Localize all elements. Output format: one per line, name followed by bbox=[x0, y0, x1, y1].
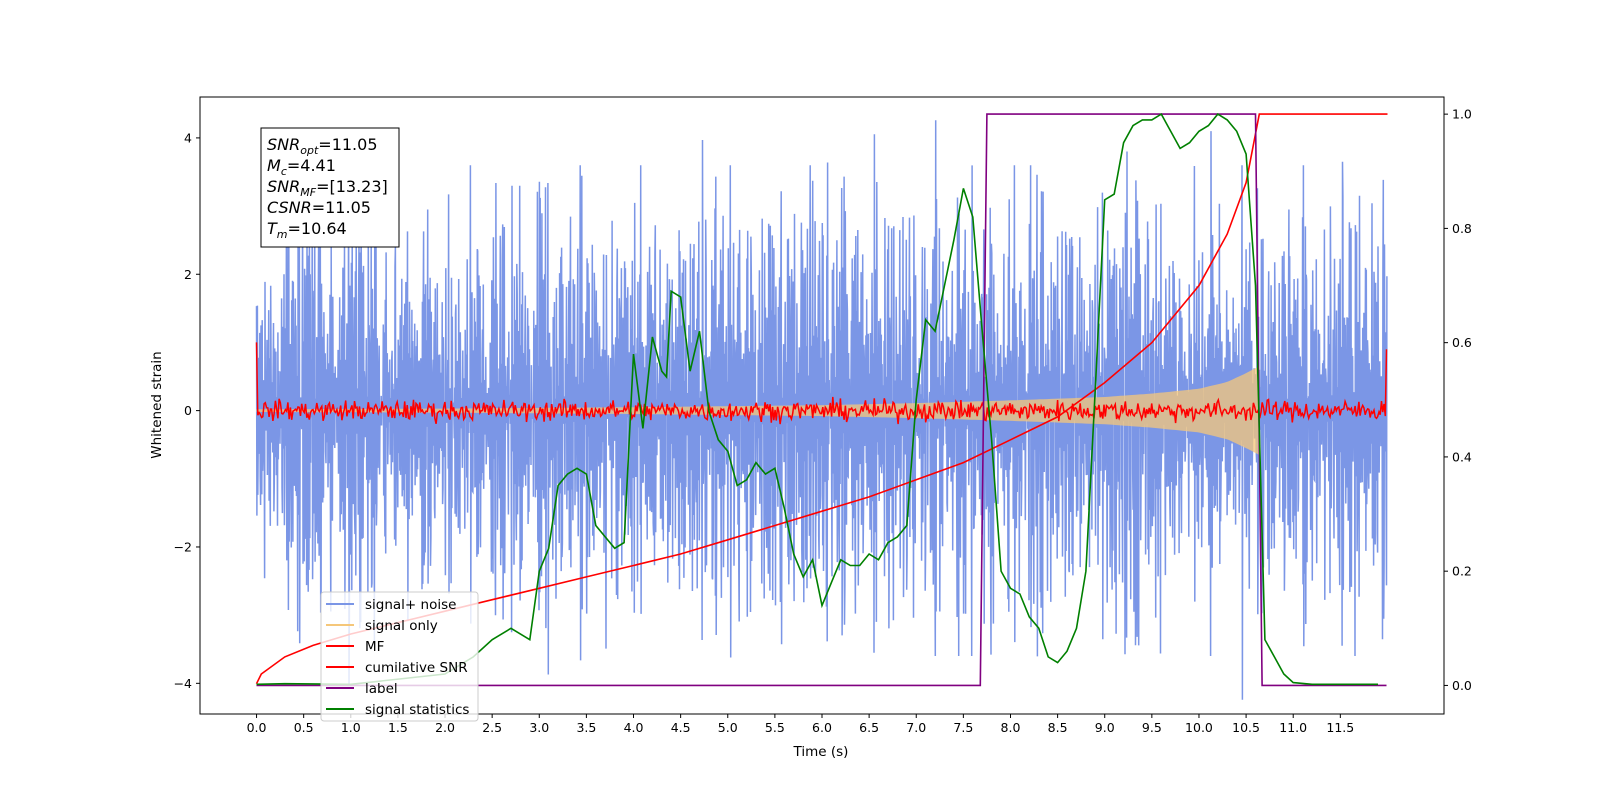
y-tick-label: 2 bbox=[184, 267, 192, 282]
x-tick-label: 7.0 bbox=[906, 720, 926, 735]
legend: signal+ noise signal only MF cumilative SNR… bbox=[320, 591, 479, 722]
legend-entry-label: signal+ noise bbox=[365, 597, 456, 613]
x-tick-label: 11.0 bbox=[1279, 720, 1307, 735]
annotation-line: SNRopt=11.05 bbox=[267, 135, 378, 157]
y-tick-label: −2 bbox=[174, 539, 192, 554]
y-right-tick-label: 0.8 bbox=[1452, 221, 1472, 236]
x-tick-label: 7.5 bbox=[953, 720, 973, 735]
x-tick-label: 9.0 bbox=[1095, 720, 1115, 735]
legend-entry-label: signal only bbox=[365, 618, 438, 634]
x-tick-label: 4.0 bbox=[624, 720, 644, 735]
legend-frame bbox=[320, 591, 479, 722]
series-signal-only bbox=[256, 366, 1260, 455]
y-right-tick-label: 0.4 bbox=[1452, 449, 1472, 464]
legend-entry-label: label bbox=[365, 681, 398, 697]
x-tick-label: 5.0 bbox=[718, 720, 738, 735]
annotation-line: CSNR=11.05 bbox=[267, 198, 371, 217]
series-mf bbox=[255, 342, 1388, 425]
annotation-frame bbox=[260, 127, 400, 248]
x-tick-label: 1.0 bbox=[341, 720, 361, 735]
x-tick-label: 6.0 bbox=[812, 720, 832, 735]
y-right-tick-label: 0.2 bbox=[1452, 564, 1472, 579]
x-tick-label: 10.5 bbox=[1232, 720, 1260, 735]
x-tick-label: 0.0 bbox=[247, 720, 267, 735]
y-tick-label: 4 bbox=[184, 130, 192, 145]
y-right-tick-label: 1.0 bbox=[1452, 107, 1472, 122]
series-signal-statistics bbox=[256, 112, 1378, 686]
x-tick-label: 3.0 bbox=[529, 720, 549, 735]
legend-entry-label: cumilative SNR bbox=[365, 660, 468, 676]
annotation-box: SNRopt=11.05Mc=4.41SNRMF=[13.23]CSNR=11.… bbox=[260, 127, 400, 248]
y-axis-left: −4 −2 0 2 4 bbox=[174, 130, 200, 691]
y-right-tick-label: 0.0 bbox=[1452, 678, 1472, 693]
y-tick-label: 0 bbox=[184, 403, 192, 418]
annotation-line: Mc=4.41 bbox=[267, 156, 336, 178]
series-label bbox=[256, 113, 1387, 687]
y-axis-right: 0.0 0.2 0.4 0.6 0.8 1.0 bbox=[1444, 107, 1472, 693]
legend-entry-label: signal statistics bbox=[365, 702, 469, 718]
y-tick-label: −4 bbox=[174, 676, 192, 691]
x-tick-label: 5.5 bbox=[765, 720, 785, 735]
x-tick-label: 2.0 bbox=[435, 720, 455, 735]
x-tick-label: 8.0 bbox=[1001, 720, 1021, 735]
x-tick-label: 1.5 bbox=[388, 720, 408, 735]
x-tick-label: 8.5 bbox=[1048, 720, 1068, 735]
annotation-line: Tm=10.64 bbox=[267, 219, 347, 241]
legend-entry-label: MF bbox=[365, 639, 384, 655]
x-tick-label: 2.5 bbox=[482, 720, 502, 735]
x-axis-label: Time (s) bbox=[793, 744, 849, 760]
x-tick-label: 10.0 bbox=[1185, 720, 1213, 735]
series-signal-noise bbox=[255, 120, 1388, 700]
y-right-tick-label: 0.6 bbox=[1452, 335, 1472, 350]
x-tick-label: 6.5 bbox=[859, 720, 879, 735]
x-tick-label: 9.5 bbox=[1142, 720, 1162, 735]
x-axis: 0.0 0.5 1.0 1.5 2.0 2.5 3.0 3.5 4.0 4.5 5.0 5.5 6.0 6… bbox=[247, 714, 1354, 735]
x-tick-label: 3.5 bbox=[576, 720, 596, 735]
x-tick-label: 11.5 bbox=[1326, 720, 1354, 735]
x-tick-label: 4.5 bbox=[671, 720, 691, 735]
x-tick-label: 0.5 bbox=[294, 720, 314, 735]
annotation-line: SNRMF=[13.23] bbox=[267, 177, 388, 199]
y-axis-label: Whitened strain bbox=[149, 351, 165, 458]
